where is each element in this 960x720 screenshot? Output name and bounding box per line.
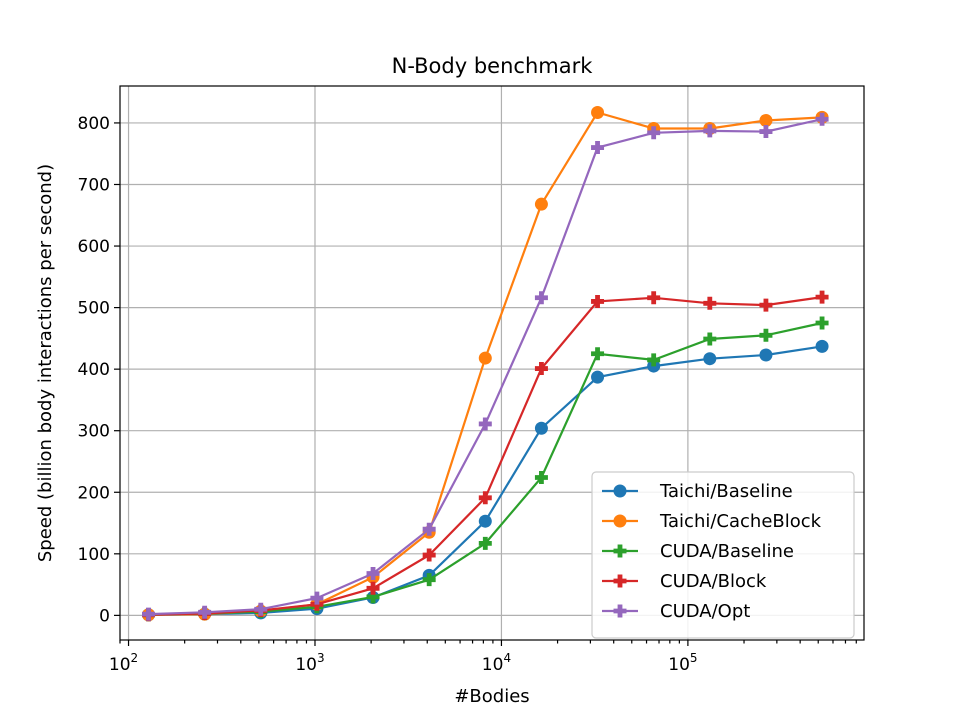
data-point-taichi-baseline xyxy=(759,348,773,362)
legend: Taichi/Baseline Taichi/CacheBlock CUDA/Bas… xyxy=(591,471,855,639)
data-point-cuda-baseline xyxy=(703,332,717,346)
legend-marker xyxy=(613,514,627,528)
legend-label: CUDA/Baseline xyxy=(660,541,794,562)
chart-title: N-Body benchmark xyxy=(392,54,594,78)
y-tick-label: 200 xyxy=(78,483,110,503)
legend-item-taichi-baseline: Taichi/Baseline xyxy=(602,481,793,502)
y-tick-label: 800 xyxy=(78,114,110,134)
y-tick-label: 100 xyxy=(78,545,110,565)
data-point-cuda-block xyxy=(647,291,661,305)
data-point-cuda-opt xyxy=(759,125,773,139)
data-point-cuda-baseline xyxy=(647,353,661,367)
data-point-cuda-baseline xyxy=(759,328,773,342)
plot-frame xyxy=(119,85,865,641)
data-point-cuda-opt xyxy=(310,591,324,605)
data-point-taichi-cacheblock xyxy=(534,197,548,211)
data-point-taichi-baseline xyxy=(703,352,717,366)
data-point-cuda-baseline xyxy=(815,316,829,330)
y-tick-label: 0 xyxy=(99,606,110,626)
data-point-cuda-block xyxy=(478,491,492,505)
data-point-taichi-baseline xyxy=(591,370,605,384)
data-point-cuda-opt xyxy=(198,605,212,619)
data-point-cuda-block xyxy=(759,298,773,312)
y-tick-label: 400 xyxy=(78,360,110,380)
legend-marker xyxy=(613,574,627,588)
data-point-cuda-opt xyxy=(591,141,605,155)
data-point-taichi-cacheblock xyxy=(478,351,492,365)
legend-item-taichi-cacheblock: Taichi/CacheBlock xyxy=(602,511,822,532)
data-point-cuda-opt xyxy=(366,567,380,581)
data-point-taichi-baseline xyxy=(534,421,548,435)
x-axis-label: #Bodies xyxy=(454,686,529,707)
data-point-cuda-opt xyxy=(815,112,829,126)
legend-item-cuda-baseline: CUDA/Baseline xyxy=(602,541,794,562)
data-point-cuda-opt xyxy=(534,291,548,305)
x-tick-label: 102 xyxy=(109,651,138,675)
data-point-cuda-opt xyxy=(422,522,436,536)
y-tick-label: 700 xyxy=(78,175,110,195)
data-point-cuda-block xyxy=(815,290,829,304)
x-tick-label: 105 xyxy=(668,651,697,675)
data-point-cuda-block xyxy=(366,581,380,595)
axis-ticks: 0 100 200 300 400 500 600 700 800 102 103 104 105 xyxy=(78,114,857,675)
legend-marker xyxy=(613,484,627,498)
y-axis-label: Speed (billion body interactions per sec… xyxy=(35,164,56,562)
data-point-cuda-opt xyxy=(647,126,661,140)
data-point-cuda-baseline xyxy=(478,536,492,550)
data-point-cuda-opt xyxy=(142,607,156,621)
series-cuda-opt xyxy=(142,112,829,621)
legend-label: Taichi/Baseline xyxy=(659,481,793,502)
legend-marker xyxy=(613,604,627,618)
data-point-cuda-baseline xyxy=(422,573,436,587)
data-point-taichi-baseline xyxy=(815,339,829,353)
data-point-taichi-baseline xyxy=(478,514,492,528)
legend-label: CUDA/Block xyxy=(660,571,767,592)
legend-label: Taichi/CacheBlock xyxy=(659,511,822,532)
y-tick-label: 300 xyxy=(78,422,110,442)
data-point-taichi-cacheblock xyxy=(759,113,773,127)
data-point-cuda-block xyxy=(422,548,436,562)
legend-item-cuda-block: CUDA/Block xyxy=(602,571,767,592)
data-point-cuda-block xyxy=(534,362,548,376)
plot-series xyxy=(142,105,829,622)
y-tick-label: 500 xyxy=(78,299,110,319)
legend-marker xyxy=(613,544,627,558)
legend-item-cuda-opt: CUDA/Opt xyxy=(602,601,750,622)
data-point-cuda-opt xyxy=(703,124,717,138)
data-point-cuda-baseline xyxy=(591,347,605,361)
x-tick-label: 104 xyxy=(482,651,511,675)
legend-box xyxy=(591,471,855,639)
data-point-cuda-block xyxy=(703,296,717,310)
data-point-cuda-baseline xyxy=(366,590,380,604)
x-tick-label: 103 xyxy=(295,651,324,675)
y-tick-label: 600 xyxy=(78,237,110,257)
data-point-cuda-opt xyxy=(478,417,492,431)
data-point-taichi-cacheblock xyxy=(591,105,605,119)
data-point-cuda-block xyxy=(591,294,605,308)
data-point-cuda-baseline xyxy=(534,470,548,484)
data-point-cuda-opt xyxy=(254,602,268,616)
legend-label: CUDA/Opt xyxy=(660,601,750,622)
